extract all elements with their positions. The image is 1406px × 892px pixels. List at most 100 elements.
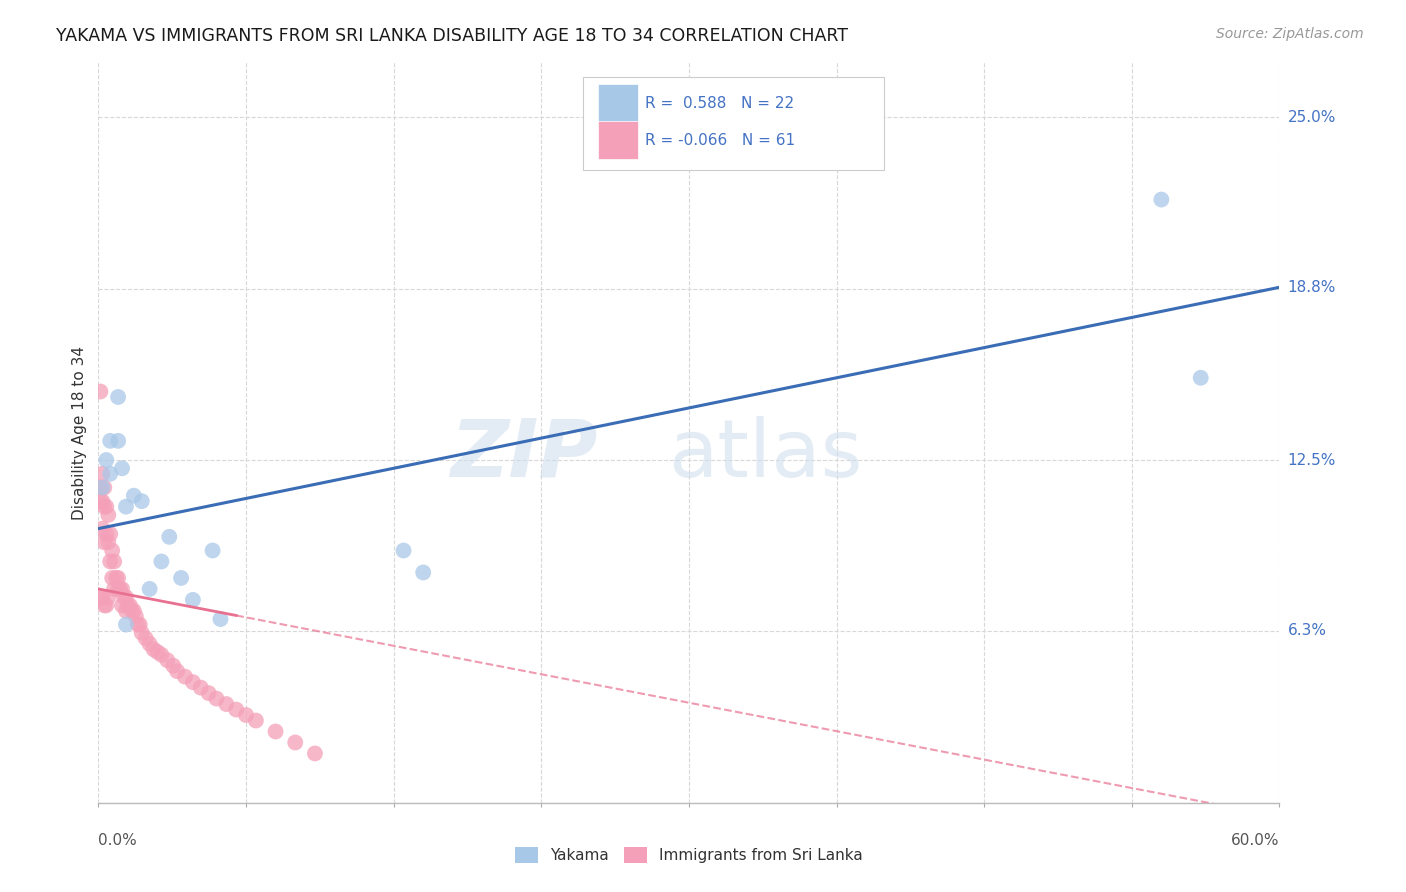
Point bbox=[98, 434, 121, 448]
Text: R =  0.588   N = 22: R = 0.588 N = 22 bbox=[645, 95, 794, 111]
Point bbox=[96, 453, 118, 467]
Point bbox=[115, 590, 138, 604]
Point bbox=[96, 599, 118, 613]
Point bbox=[156, 653, 179, 667]
Point bbox=[98, 554, 121, 568]
Point bbox=[121, 604, 143, 618]
Point bbox=[235, 708, 257, 723]
Text: 60.0%: 60.0% bbox=[1232, 833, 1279, 848]
Point bbox=[264, 724, 287, 739]
Point bbox=[115, 604, 138, 618]
Point bbox=[91, 494, 114, 508]
Point bbox=[97, 535, 120, 549]
Point bbox=[146, 645, 169, 659]
Point bbox=[93, 480, 115, 494]
Text: 25.0%: 25.0% bbox=[1288, 110, 1336, 125]
Point bbox=[93, 500, 115, 514]
Point bbox=[138, 637, 160, 651]
Point bbox=[131, 625, 153, 640]
Point bbox=[138, 582, 160, 596]
Point bbox=[97, 590, 120, 604]
Point bbox=[392, 543, 415, 558]
Point bbox=[122, 489, 145, 503]
Point bbox=[96, 527, 118, 541]
Point bbox=[98, 467, 121, 481]
Point bbox=[215, 697, 238, 711]
FancyBboxPatch shape bbox=[598, 84, 638, 122]
Text: ZIP: ZIP bbox=[450, 416, 598, 494]
Text: 0.0%: 0.0% bbox=[98, 833, 138, 848]
Point bbox=[91, 467, 114, 481]
FancyBboxPatch shape bbox=[598, 121, 638, 160]
Point bbox=[131, 494, 153, 508]
Point bbox=[162, 658, 184, 673]
Point bbox=[190, 681, 212, 695]
Text: 12.5%: 12.5% bbox=[1288, 452, 1336, 467]
Text: YAKAMA VS IMMIGRANTS FROM SRI LANKA DISABILITY AGE 18 TO 34 CORRELATION CHART: YAKAMA VS IMMIGRANTS FROM SRI LANKA DISA… bbox=[56, 27, 848, 45]
Point bbox=[181, 675, 204, 690]
Text: 6.3%: 6.3% bbox=[1288, 623, 1327, 638]
Point bbox=[125, 609, 148, 624]
Point bbox=[96, 500, 118, 514]
Point bbox=[225, 702, 247, 716]
Point bbox=[89, 480, 111, 494]
Point bbox=[108, 582, 131, 596]
Text: Source: ZipAtlas.com: Source: ZipAtlas.com bbox=[1216, 27, 1364, 41]
Point bbox=[115, 500, 138, 514]
Text: R = -0.066   N = 61: R = -0.066 N = 61 bbox=[645, 133, 796, 148]
Point bbox=[118, 599, 141, 613]
Point bbox=[111, 461, 134, 475]
Point bbox=[209, 612, 232, 626]
Point bbox=[107, 571, 129, 585]
Point bbox=[107, 390, 129, 404]
FancyBboxPatch shape bbox=[582, 78, 884, 169]
Point bbox=[98, 527, 121, 541]
Point bbox=[412, 566, 434, 580]
Point bbox=[107, 434, 129, 448]
Point bbox=[142, 642, 165, 657]
Point bbox=[1189, 371, 1212, 385]
Point bbox=[197, 686, 219, 700]
Legend: Yakama, Immigrants from Sri Lanka: Yakama, Immigrants from Sri Lanka bbox=[509, 841, 869, 869]
Text: atlas: atlas bbox=[668, 416, 863, 494]
Point bbox=[103, 554, 125, 568]
Point bbox=[101, 571, 124, 585]
Point bbox=[205, 691, 228, 706]
Point bbox=[93, 599, 115, 613]
Point bbox=[174, 670, 197, 684]
Point bbox=[89, 494, 111, 508]
Point bbox=[89, 590, 111, 604]
Point bbox=[245, 714, 267, 728]
Point bbox=[170, 571, 193, 585]
Y-axis label: Disability Age 18 to 34: Disability Age 18 to 34 bbox=[72, 345, 87, 520]
Point bbox=[166, 664, 188, 678]
Point bbox=[157, 530, 180, 544]
Point bbox=[105, 571, 128, 585]
Point bbox=[150, 554, 173, 568]
Point bbox=[284, 735, 307, 749]
Point bbox=[201, 543, 224, 558]
Point bbox=[1150, 193, 1173, 207]
Point bbox=[103, 582, 125, 596]
Point bbox=[91, 522, 114, 536]
Point bbox=[91, 590, 114, 604]
Point bbox=[93, 535, 115, 549]
Point bbox=[181, 593, 204, 607]
Point bbox=[89, 384, 111, 399]
Point bbox=[91, 480, 114, 494]
Point bbox=[117, 599, 139, 613]
Point bbox=[128, 617, 150, 632]
Point bbox=[112, 590, 135, 604]
Point bbox=[115, 617, 138, 632]
Point bbox=[111, 599, 134, 613]
Point bbox=[122, 604, 145, 618]
Point bbox=[127, 617, 149, 632]
Point bbox=[135, 632, 157, 646]
Point bbox=[111, 582, 134, 596]
Point bbox=[150, 648, 173, 662]
Point bbox=[101, 543, 124, 558]
Point bbox=[97, 508, 120, 522]
Text: 18.8%: 18.8% bbox=[1288, 280, 1336, 294]
Point bbox=[304, 747, 326, 761]
Point bbox=[107, 582, 129, 596]
